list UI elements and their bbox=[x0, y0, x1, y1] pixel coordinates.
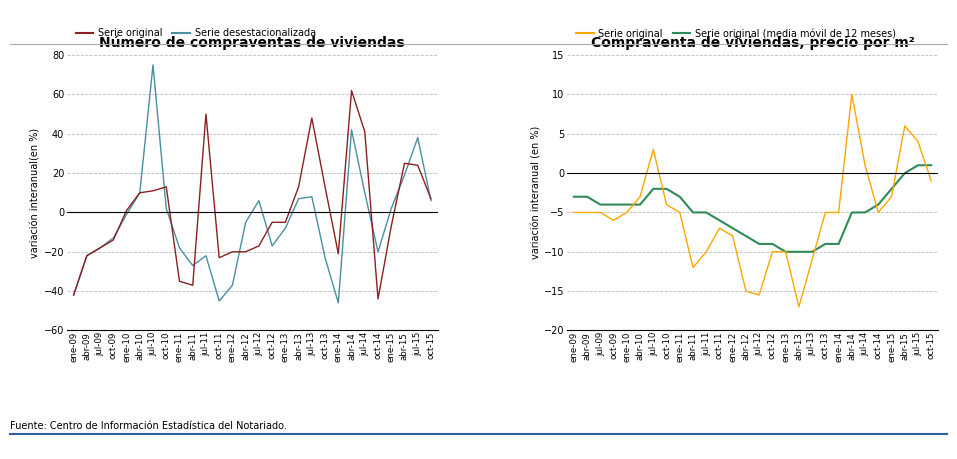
Text: Fuente: Centro de Información Estadística del Notariado.: Fuente: Centro de Información Estadístic… bbox=[10, 420, 286, 431]
Y-axis label: variación interanual(en %): variación interanual(en %) bbox=[31, 128, 41, 258]
Title: Número de compraventas de viviendas: Número de compraventas de viviendas bbox=[100, 35, 405, 50]
Y-axis label: variación interanual (en %): variación interanual (en %) bbox=[531, 126, 542, 259]
Legend: Serie original, Serie desestacionalizada: Serie original, Serie desestacionalizada bbox=[72, 24, 320, 42]
Title: Compraventa de viviendas, precio por m²: Compraventa de viviendas, precio por m² bbox=[590, 36, 915, 50]
Legend: Serie original, Serie original (media móvil de 12 meses): Serie original, Serie original (media mó… bbox=[572, 24, 900, 42]
